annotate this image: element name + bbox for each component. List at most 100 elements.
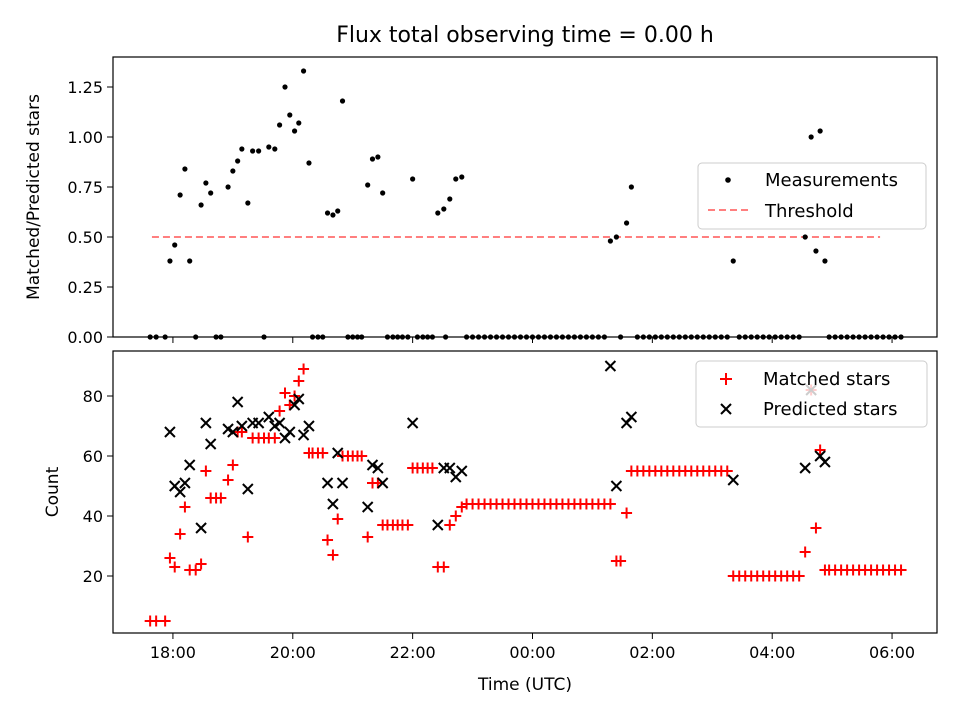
measurement-point [505, 334, 512, 340]
measurement-point [613, 234, 619, 240]
measurement-point [359, 334, 365, 340]
measurement-point [375, 154, 381, 160]
top-y-tick-label: 0.50 [67, 228, 103, 247]
matched-star-point [362, 531, 374, 543]
matched-star-point [604, 498, 616, 510]
measurement-point [225, 184, 231, 190]
matched-star-point [615, 555, 627, 567]
measurement-point [898, 334, 904, 340]
top-y-tick-label: 1.00 [67, 128, 103, 147]
measurement-point [475, 334, 482, 340]
measurement-point [601, 334, 608, 340]
top-y-tick-label: 0.25 [67, 278, 103, 297]
bottom-panel: 20 40 60 80 18:00 20:00 22:00 00:00 02:00 04:00 0… [43, 350, 938, 695]
measurement-point [208, 190, 214, 196]
matched-star-point [169, 561, 181, 573]
measurement-point [640, 334, 646, 340]
bottom-y-axis-label: Count [43, 466, 63, 517]
predicted-star-point [366, 459, 379, 471]
predicted-star-point [332, 447, 344, 459]
top-y-tick-label: 0.00 [67, 328, 103, 347]
measurement-point [766, 334, 772, 340]
measurement-point [405, 334, 411, 340]
measurement-point [541, 334, 548, 340]
measurement-point [239, 146, 245, 152]
x-tick-label: 02:00 [629, 643, 675, 662]
measurement-point [306, 160, 312, 166]
matched-star-point [190, 564, 202, 576]
measurement-point [172, 242, 178, 248]
bottom-y-axis: 20 40 60 80 [83, 387, 113, 586]
measurement-point [442, 334, 449, 340]
matched-star-point [274, 405, 286, 417]
matched-star-point [426, 462, 438, 474]
measurement-point [832, 334, 838, 340]
measurement-point [535, 334, 542, 340]
measurement-point [577, 334, 584, 340]
measurement-point [330, 212, 336, 218]
measurement-point [790, 334, 796, 340]
matched-star-point [814, 444, 826, 456]
matched-star-point [236, 426, 248, 438]
bottom-x-axis: 18:00 20:00 22:00 00:00 02:00 04:00 06:00 [150, 633, 915, 662]
predicted-star-point [610, 480, 623, 492]
predicted-star-point [204, 438, 217, 450]
predicted-star-point [336, 477, 349, 489]
matched-star-point [402, 519, 414, 531]
measurement-point [499, 334, 506, 340]
measurement-point [350, 334, 356, 340]
predicted-star-point [174, 486, 186, 498]
top-y-axis-label: Matched/Predicted stars [24, 94, 44, 300]
measurement-point [868, 334, 874, 340]
predicted-star-point [625, 411, 638, 423]
measurement-point [463, 334, 470, 340]
matched-star-point [269, 432, 281, 444]
chart-title: Flux total observing time = 0.00 h [336, 23, 714, 48]
legend-matched-marker [720, 373, 732, 385]
measurement-point [245, 200, 251, 206]
measurement-point [664, 334, 670, 340]
predicted-star-point [406, 417, 419, 429]
predicted-star-point [227, 426, 239, 438]
measurement-point [287, 112, 293, 118]
predicted-star-point [231, 396, 244, 408]
matched-star-point [227, 459, 239, 471]
measurement-point [369, 156, 376, 162]
measurement-point [670, 334, 676, 340]
predicted-star-point [361, 501, 374, 513]
measurement-point [652, 334, 658, 340]
top-y-axis: 0.00 0.25 0.50 0.75 1.00 1.25 [67, 78, 113, 347]
predicted-star-point [252, 417, 265, 429]
measurement-point [559, 334, 566, 340]
predicted-star-point [183, 459, 196, 471]
measurement-point [300, 68, 307, 74]
measurement-point [796, 334, 802, 340]
measurement-point [429, 334, 436, 340]
measurement-point [694, 334, 700, 340]
measurement-point [380, 190, 386, 196]
top-x-ticks [172, 337, 893, 343]
measurement-point [399, 334, 406, 340]
measurement-point [617, 334, 624, 340]
matched-star-point [327, 549, 339, 561]
x-tick-label: 18:00 [150, 643, 196, 662]
measurement-point [511, 334, 518, 340]
measurement-point [354, 334, 361, 340]
measurement-point [742, 334, 748, 340]
matched-star-point [895, 564, 907, 576]
measurement-point [487, 334, 494, 340]
measurement-point [315, 334, 321, 340]
top-panel: 0.00 0.25 0.50 0.75 1.00 1.25 Matched/Predict… [24, 56, 938, 347]
measurement-point [335, 208, 341, 214]
predicted-star-point [195, 522, 207, 534]
measurement-point [822, 258, 828, 264]
measurement-point [447, 196, 453, 202]
measurement-point [874, 334, 880, 340]
measurement-point [250, 148, 256, 154]
top-legend: Measurements Threshold [697, 162, 927, 230]
measurement-point [595, 334, 602, 340]
measurement-point [730, 258, 736, 264]
matched-star-point [298, 363, 310, 375]
predicted-star-point [297, 429, 310, 441]
